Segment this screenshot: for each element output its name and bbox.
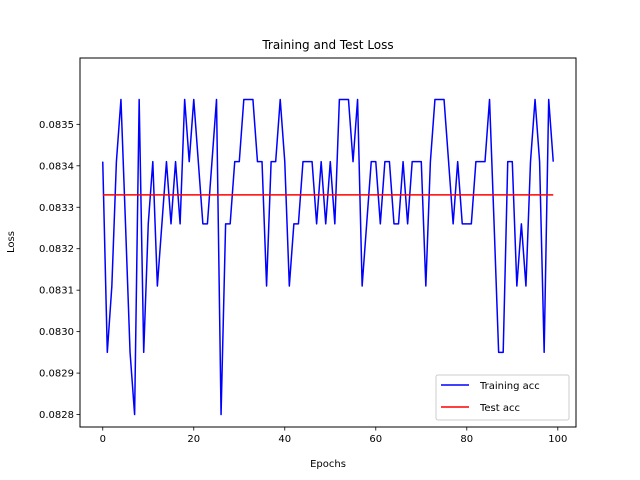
y-tick-label: 0.0828 xyxy=(39,410,74,421)
x-axis: 0 20 40 60 80 100 xyxy=(100,427,567,445)
x-tick-label: 20 xyxy=(187,434,200,445)
y-tick-label: 0.0831 xyxy=(39,286,74,297)
y-tick-label: 0.0835 xyxy=(39,120,74,131)
legend-box xyxy=(435,374,570,421)
legend-label-test: Test acc xyxy=(479,403,520,414)
x-tick-label: 100 xyxy=(548,434,567,445)
series-line-0 xyxy=(102,98,554,416)
y-tick-label: 0.0829 xyxy=(39,369,74,380)
plot-area xyxy=(79,57,577,428)
y-tick-label: 0.0834 xyxy=(39,161,74,172)
x-tick-label: 40 xyxy=(278,434,291,445)
y-axis: 0.0828 0.0829 0.0830 0.0831 0.0832 0.0833 0.08… xyxy=(39,120,80,421)
legend-label-training: Training acc xyxy=(479,381,540,392)
x-tick-label: 60 xyxy=(369,434,382,445)
x-tick-label: 80 xyxy=(460,434,473,445)
plot-frame xyxy=(79,57,577,428)
y-tick-label: 0.0830 xyxy=(39,327,74,338)
x-tick-label: 0 xyxy=(100,434,106,445)
x-axis-label: Epochs xyxy=(310,459,346,470)
y-axis-label: Loss xyxy=(6,231,17,253)
series-layer xyxy=(102,98,554,416)
chart-title: Training and Test Loss xyxy=(261,38,393,52)
y-tick-label: 0.0832 xyxy=(39,244,74,255)
legend: Training acc Test acc xyxy=(435,374,570,421)
y-tick-label: 0.0833 xyxy=(39,203,74,214)
